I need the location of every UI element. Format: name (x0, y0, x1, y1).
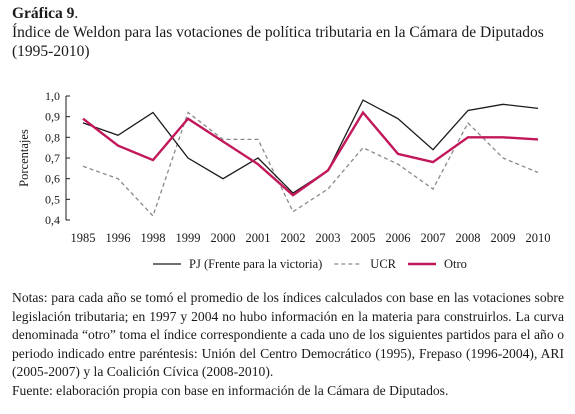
chart-legend: PJ (Frente para la victoria) UCR Otro (153, 257, 467, 271)
figure-number: Gráfica 9 (12, 5, 75, 22)
x-tick-label: 2007 (421, 231, 446, 245)
y-tick-label: 0,6 (45, 172, 60, 186)
series-line-ucr (82, 111, 539, 218)
line-chart: 0,4 0,5 0,6 0,7 0,8 0,9 1,0 Porcentajes 1985 1996… (17, 89, 551, 271)
series-line-pj (82, 99, 539, 194)
x-tick-label: 2003 (316, 231, 341, 245)
x-tick-label: 2000 (211, 231, 236, 245)
y-tick-label: 0,4 (45, 213, 60, 227)
x-tick-label: 1985 (71, 231, 96, 245)
y-tick-label: 0,7 (45, 151, 60, 165)
y-axis-title: Porcentajes (17, 129, 31, 187)
x-tick-label: 1998 (141, 231, 166, 245)
legend-label: UCR (370, 257, 396, 271)
notes-text: Notas: para cada año se tomó el promedio… (12, 290, 564, 380)
x-tick-label: 1999 (176, 231, 201, 245)
x-tick-label: 2006 (386, 231, 411, 245)
x-tick-label: 2010 (526, 231, 551, 245)
x-tick-label: 1996 (106, 231, 131, 245)
y-tick-label: 1,0 (45, 89, 60, 103)
y-tick-label: 0,8 (45, 130, 60, 144)
x-tick-label: 2008 (456, 231, 481, 245)
figure-title: Índice de Weldon para las votaciones de … (12, 24, 544, 60)
series-line-otro (82, 110, 539, 197)
source-text: Fuente: elaboración propia con base en i… (12, 382, 449, 398)
y-tick-label: 0,9 (45, 110, 60, 124)
figure-header: Gráfica 9. Índice de Weldon para las vot… (12, 4, 567, 61)
x-tick-label: 2001 (246, 231, 271, 245)
chart-series (82, 99, 539, 218)
x-tick-label: 2005 (351, 231, 376, 245)
legend-label: PJ (Frente para la victoria) (189, 257, 322, 271)
x-tick-label: 2009 (491, 231, 516, 245)
chart-axes: 0,4 0,5 0,6 0,7 0,8 0,9 1,0 Porcentajes 1985 1996… (17, 89, 551, 245)
y-tick-label: 0,5 (45, 192, 60, 206)
legend-label: Otro (444, 257, 467, 271)
figure-notes: Notas: para cada año se tomó el promedio… (12, 289, 564, 401)
x-tick-label: 2002 (281, 231, 306, 245)
